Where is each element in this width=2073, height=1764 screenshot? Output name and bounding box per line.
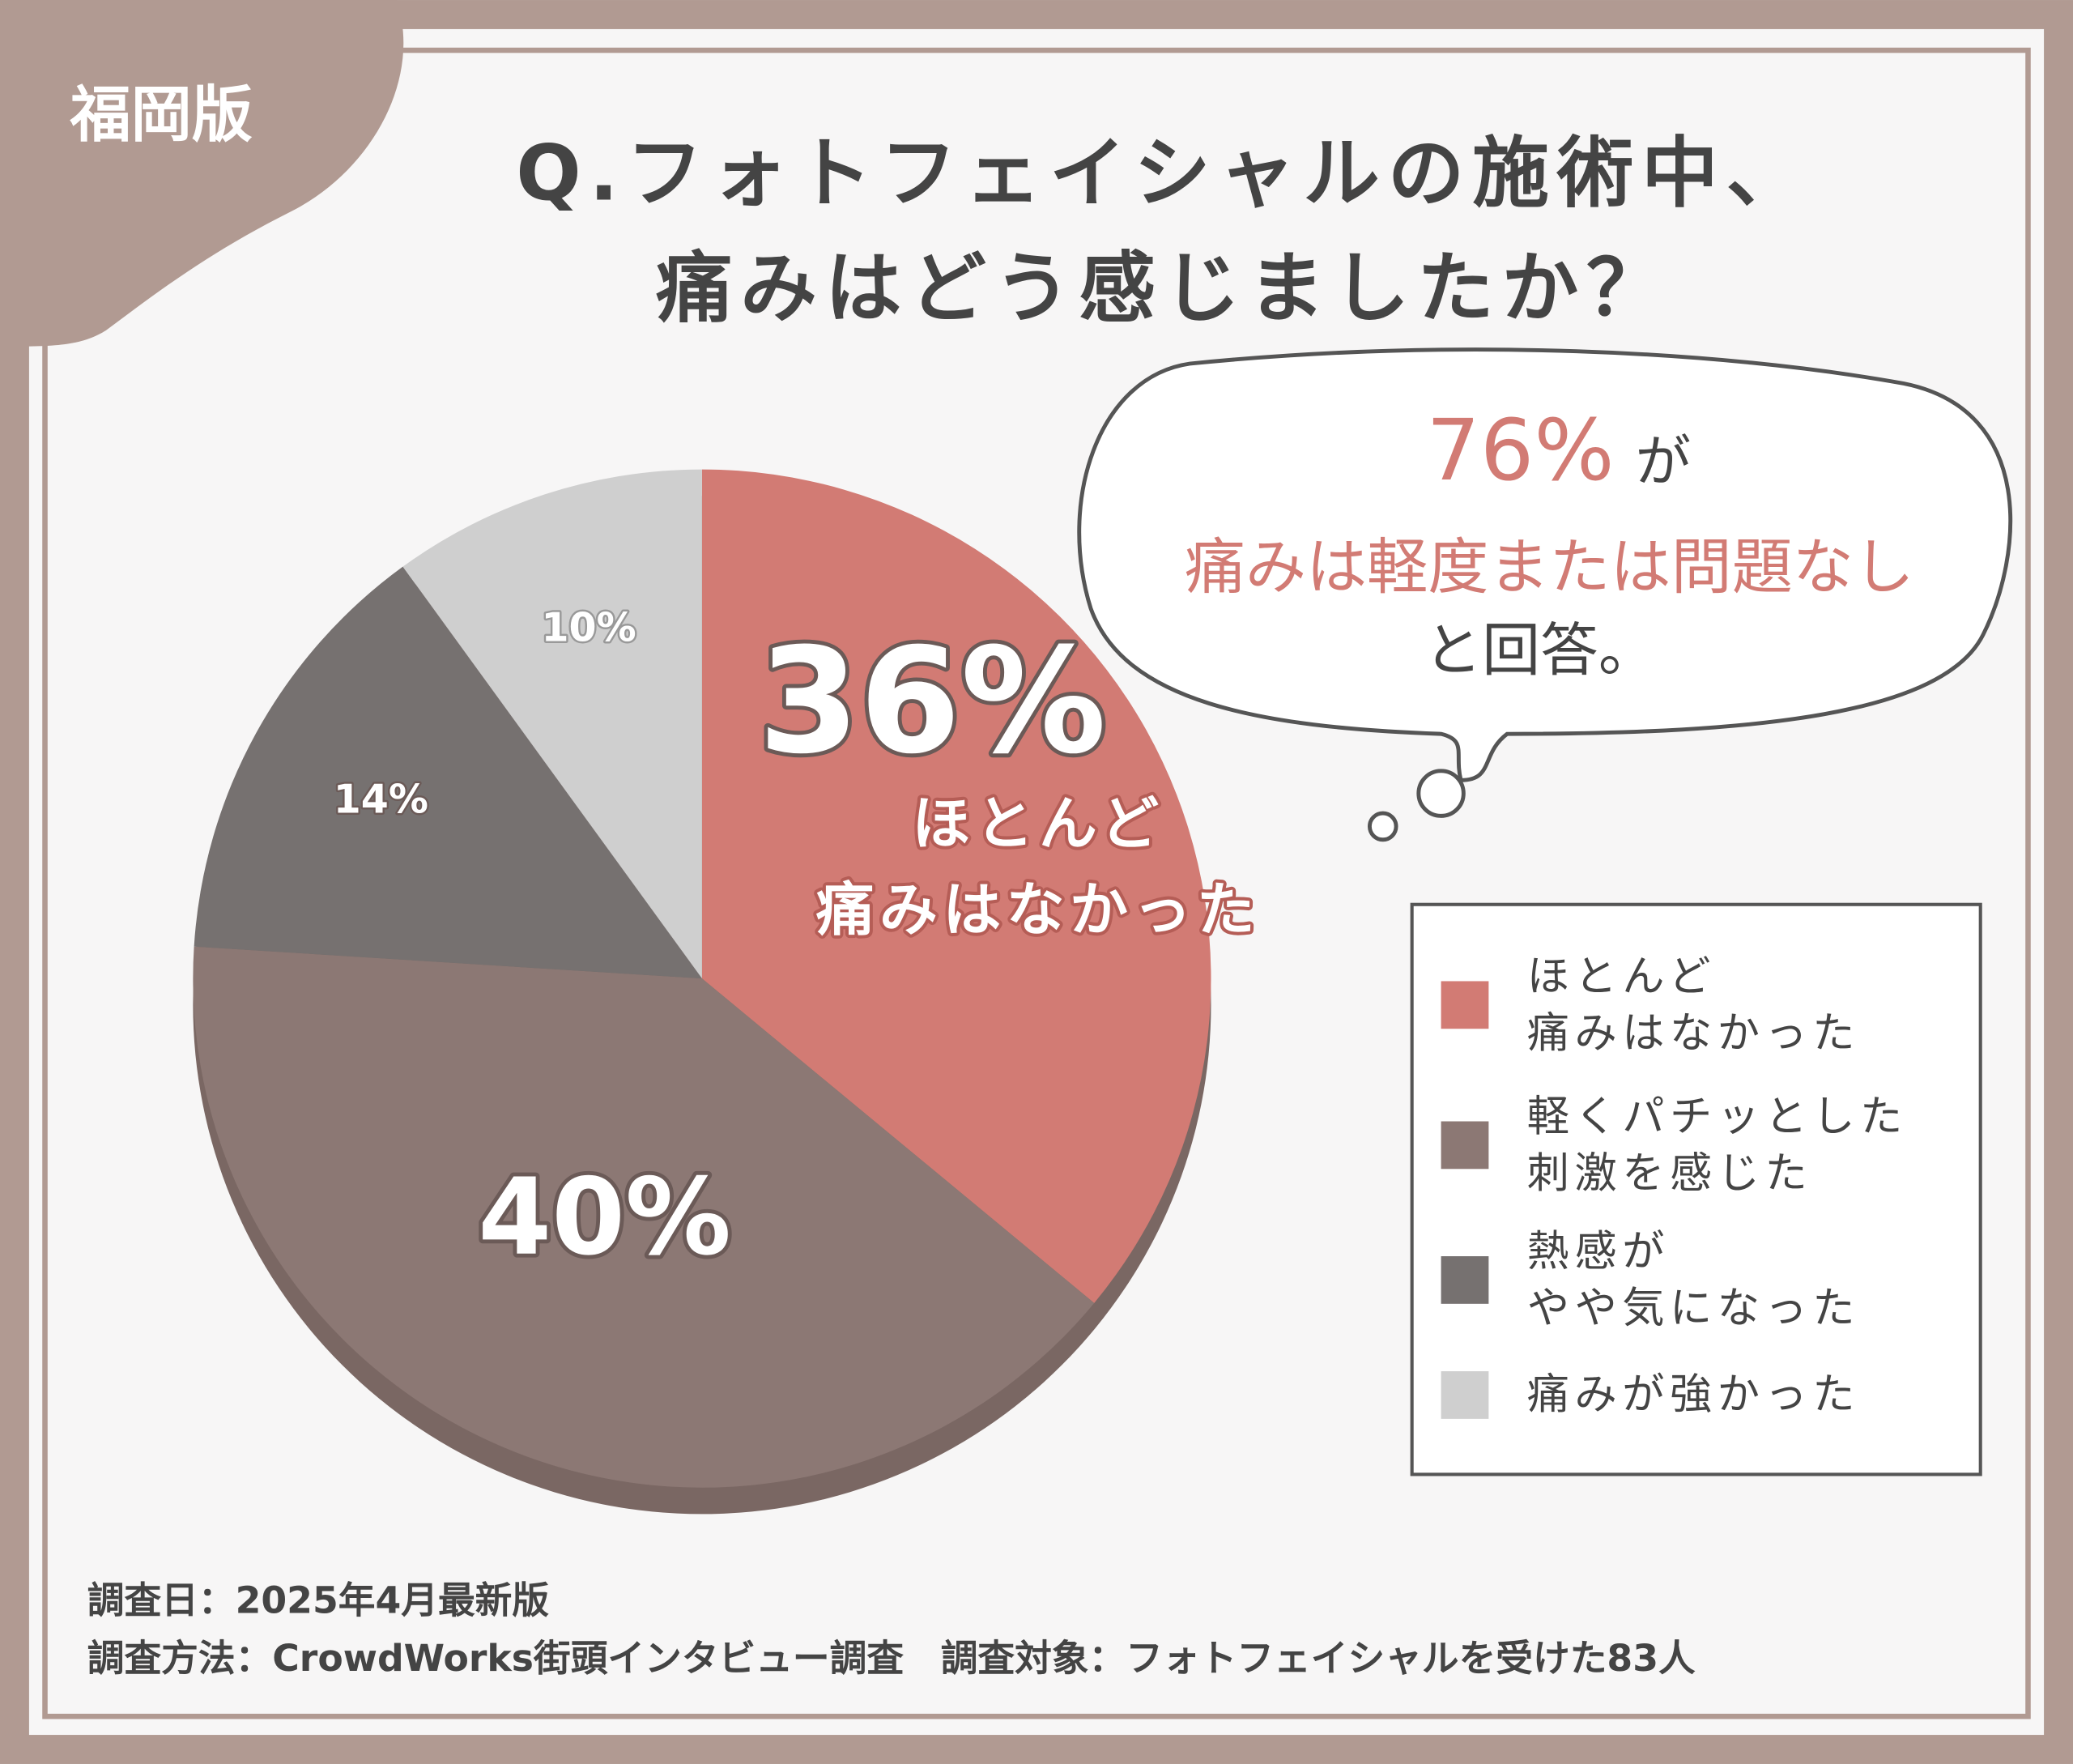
legend-box bbox=[1410, 902, 1982, 1476]
legend-label: 熱感がやや気になった bbox=[1527, 1227, 1860, 1332]
legend-label: 痛みが強かった bbox=[1527, 1370, 1860, 1419]
legend-swatch bbox=[1441, 1256, 1489, 1304]
legend-label-line: 痛みが強かった bbox=[1527, 1370, 1860, 1419]
footer: 調査日：2025年4月最新版 bbox=[87, 1579, 550, 1621]
callout-ending: と回答。 bbox=[1424, 616, 1656, 684]
badge-shape bbox=[0, 0, 404, 347]
value-label: 40% bbox=[478, 1156, 731, 1279]
callout-highlight: 痛みは軽度または問題なし bbox=[1185, 531, 1914, 603]
badge: 福岡版 bbox=[70, 79, 253, 150]
value-label: 36% bbox=[758, 617, 1106, 786]
legend-label-line: 軽くパチッとした bbox=[1527, 1093, 1908, 1141]
callout-particle: が bbox=[1636, 430, 1692, 495]
pie-slice bbox=[701, 469, 1211, 1303]
footer: 調査方法：CrowdWorks街頭インタビュー調査 調査対象：フォトフェイシャル… bbox=[87, 1637, 1696, 1680]
slice-category-line: ほとんど bbox=[912, 790, 1164, 858]
legend-swatch bbox=[1441, 981, 1489, 1029]
legend-label: ほとんど痛みはなかった bbox=[1527, 952, 1860, 1058]
value-label: 14% bbox=[334, 777, 428, 823]
thought-bubble bbox=[1077, 347, 2013, 782]
pie-slice bbox=[194, 566, 702, 979]
legend-label-line: 熱感が bbox=[1527, 1227, 1670, 1276]
legend-label-line: 刺激を感じた bbox=[1527, 1149, 1813, 1198]
legend-label-line: やや気になった bbox=[1527, 1285, 1860, 1333]
callout-percent: 76% bbox=[1426, 401, 1614, 500]
slice-category: ほとんど痛みはなかった bbox=[816, 790, 1261, 944]
legend-label-line: 痛みはなかった bbox=[1527, 1009, 1860, 1058]
legend-swatch bbox=[1441, 1371, 1489, 1419]
slice-category-line: 痛みはなかった bbox=[816, 876, 1261, 944]
inner-border bbox=[42, 47, 2031, 1719]
pie-slice bbox=[402, 469, 702, 979]
pie-slice bbox=[193, 946, 1095, 1488]
title: Q.フォトフェイシャルの施術中、 bbox=[516, 129, 1811, 218]
legend-swatch bbox=[1441, 1121, 1489, 1170]
value-label: 10% bbox=[541, 604, 636, 650]
title: 痛みはどう感じましたか？ bbox=[656, 244, 1671, 333]
bubble-dot bbox=[1367, 811, 1398, 842]
bubble-dot bbox=[1416, 769, 1466, 818]
legend-label: 軽くパチッとした刺激を感じた bbox=[1527, 1093, 1908, 1198]
legend-label-line: ほとんど bbox=[1527, 952, 1717, 1001]
